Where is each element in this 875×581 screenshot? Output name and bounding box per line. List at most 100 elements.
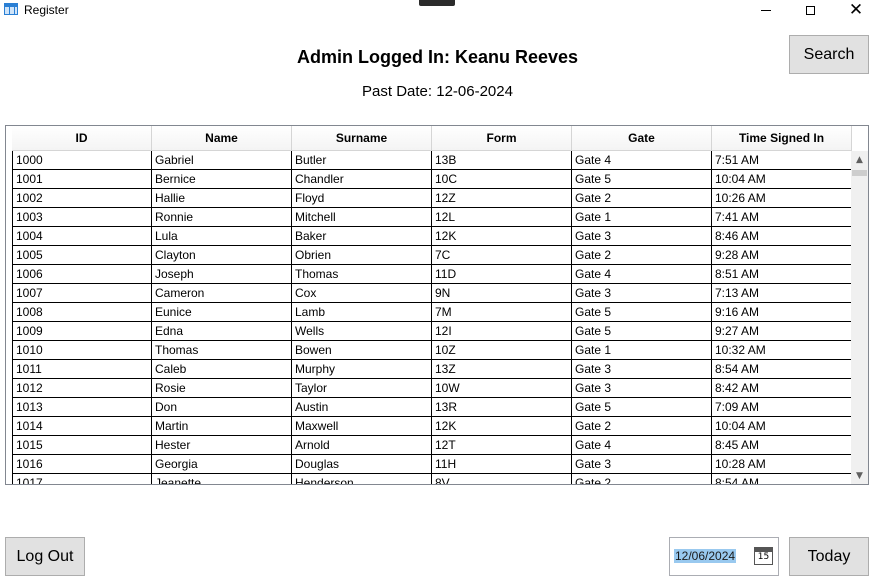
- cell-form[interactable]: 10W: [432, 379, 572, 398]
- cell-id[interactable]: 1015: [12, 436, 152, 455]
- cell-surname[interactable]: Douglas: [292, 455, 432, 474]
- cell-form[interactable]: 11H: [432, 455, 572, 474]
- table-row[interactable]: 1010 Thomas Bowen 10Z Gate 1 10:32 AM: [12, 341, 852, 360]
- cell-time-signed-in[interactable]: 8:54 AM: [712, 474, 852, 484]
- cell-id[interactable]: 1005: [12, 246, 152, 265]
- cell-surname[interactable]: Arnold: [292, 436, 432, 455]
- cell-form[interactable]: 12L: [432, 208, 572, 227]
- cell-gate[interactable]: Gate 3: [572, 455, 712, 474]
- register-grid[interactable]: ID Name Surname Form Gate Time Signed In 1000…: [5, 125, 869, 485]
- cell-surname[interactable]: Thomas: [292, 265, 432, 284]
- cell-surname[interactable]: Taylor: [292, 379, 432, 398]
- cell-time-signed-in[interactable]: 7:13 AM: [712, 284, 852, 303]
- cell-name[interactable]: Joseph: [152, 265, 292, 284]
- cell-id[interactable]: 1006: [12, 265, 152, 284]
- date-picker[interactable]: 12/06/2024 15: [669, 537, 779, 576]
- cell-form[interactable]: 10C: [432, 170, 572, 189]
- cell-id[interactable]: 1002: [12, 189, 152, 208]
- search-button[interactable]: Search: [789, 35, 869, 74]
- cell-name[interactable]: Don: [152, 398, 292, 417]
- cell-id[interactable]: 1003: [12, 208, 152, 227]
- cell-name[interactable]: Caleb: [152, 360, 292, 379]
- cell-gate[interactable]: Gate 3: [572, 227, 712, 246]
- table-row[interactable]: 1013 Don Austin 13R Gate 5 7:09 AM: [12, 398, 852, 417]
- cell-name[interactable]: Georgia: [152, 455, 292, 474]
- cell-form[interactable]: 9N: [432, 284, 572, 303]
- table-row[interactable]: 1002 Hallie Floyd 12Z Gate 2 10:26 AM: [12, 189, 852, 208]
- cell-form[interactable]: 12Z: [432, 189, 572, 208]
- cell-id[interactable]: 1009: [12, 322, 152, 341]
- cell-id[interactable]: 1017: [12, 474, 152, 484]
- cell-name[interactable]: Lula: [152, 227, 292, 246]
- cell-form[interactable]: 12I: [432, 322, 572, 341]
- table-row[interactable]: 1015 Hester Arnold 12T Gate 4 8:45 AM: [12, 436, 852, 455]
- cell-time-signed-in[interactable]: 10:04 AM: [712, 170, 852, 189]
- table-row[interactable]: 1008 Eunice Lamb 7M Gate 5 9:16 AM: [12, 303, 852, 322]
- cell-surname[interactable]: Mitchell: [292, 208, 432, 227]
- cell-surname[interactable]: Bowen: [292, 341, 432, 360]
- cell-time-signed-in[interactable]: 8:51 AM: [712, 265, 852, 284]
- cell-surname[interactable]: Obrien: [292, 246, 432, 265]
- table-row[interactable]: 1003 Ronnie Mitchell 12L Gate 1 7:41 AM: [12, 208, 852, 227]
- date-picker-value[interactable]: 12/06/2024: [674, 549, 737, 563]
- cell-gate[interactable]: Gate 3: [572, 360, 712, 379]
- scroll-up-arrow-icon[interactable]: ▲: [856, 154, 863, 165]
- cell-surname[interactable]: Austin: [292, 398, 432, 417]
- cell-time-signed-in[interactable]: 7:09 AM: [712, 398, 852, 417]
- cell-name[interactable]: Hester: [152, 436, 292, 455]
- cell-form[interactable]: 11D: [432, 265, 572, 284]
- cell-gate[interactable]: Gate 2: [572, 189, 712, 208]
- cell-gate[interactable]: Gate 1: [572, 208, 712, 227]
- cell-surname[interactable]: Floyd: [292, 189, 432, 208]
- cell-id[interactable]: 1013: [12, 398, 152, 417]
- column-header-name[interactable]: Name: [152, 126, 292, 151]
- cell-id[interactable]: 1010: [12, 341, 152, 360]
- cell-form[interactable]: 10Z: [432, 341, 572, 360]
- logout-button[interactable]: Log Out: [5, 537, 85, 576]
- cell-form[interactable]: 7M: [432, 303, 572, 322]
- cell-time-signed-in[interactable]: 10:04 AM: [712, 417, 852, 436]
- cell-gate[interactable]: Gate 2: [572, 474, 712, 484]
- cell-name[interactable]: Rosie: [152, 379, 292, 398]
- cell-form[interactable]: 13Z: [432, 360, 572, 379]
- cell-surname[interactable]: Murphy: [292, 360, 432, 379]
- cell-name[interactable]: Bernice: [152, 170, 292, 189]
- table-row[interactable]: 1000 Gabriel Butler 13B Gate 4 7:51 AM: [12, 151, 852, 170]
- cell-gate[interactable]: Gate 2: [572, 246, 712, 265]
- cell-id[interactable]: 1012: [12, 379, 152, 398]
- cell-gate[interactable]: Gate 5: [572, 322, 712, 341]
- cell-name[interactable]: Eunice: [152, 303, 292, 322]
- calendar-icon[interactable]: 15: [754, 547, 773, 565]
- close-button[interactable]: ✕: [836, 0, 875, 20]
- cell-name[interactable]: Martin: [152, 417, 292, 436]
- column-header-form[interactable]: Form: [432, 126, 572, 151]
- cell-time-signed-in[interactable]: 7:41 AM: [712, 208, 852, 227]
- cell-gate[interactable]: Gate 4: [572, 151, 712, 170]
- cell-surname[interactable]: Cox: [292, 284, 432, 303]
- cell-gate[interactable]: Gate 4: [572, 265, 712, 284]
- cell-name[interactable]: Thomas: [152, 341, 292, 360]
- table-row[interactable]: 1011 Caleb Murphy 13Z Gate 3 8:54 AM: [12, 360, 852, 379]
- cell-form[interactable]: 8V: [432, 474, 572, 484]
- cell-form[interactable]: 13R: [432, 398, 572, 417]
- cell-gate[interactable]: Gate 2: [572, 417, 712, 436]
- cell-name[interactable]: Clayton: [152, 246, 292, 265]
- scroll-down-arrow-icon[interactable]: ▼: [856, 470, 863, 481]
- cell-form[interactable]: 12K: [432, 417, 572, 436]
- cell-gate[interactable]: Gate 5: [572, 170, 712, 189]
- cell-name[interactable]: Gabriel: [152, 151, 292, 170]
- cell-gate[interactable]: Gate 1: [572, 341, 712, 360]
- table-row[interactable]: 1001 Bernice Chandler 10C Gate 5 10:04 AM: [12, 170, 852, 189]
- cell-time-signed-in[interactable]: 10:26 AM: [712, 189, 852, 208]
- cell-surname[interactable]: Chandler: [292, 170, 432, 189]
- cell-form[interactable]: 13B: [432, 151, 572, 170]
- cell-gate[interactable]: Gate 5: [572, 303, 712, 322]
- column-header-gate[interactable]: Gate: [572, 126, 712, 151]
- cell-time-signed-in[interactable]: 10:32 AM: [712, 341, 852, 360]
- column-header-id[interactable]: ID: [12, 126, 152, 151]
- table-row[interactable]: 1016 Georgia Douglas 11H Gate 3 10:28 AM: [12, 455, 852, 474]
- cell-form[interactable]: 7C: [432, 246, 572, 265]
- table-row[interactable]: 1004 Lula Baker 12K Gate 3 8:46 AM: [12, 227, 852, 246]
- cell-time-signed-in[interactable]: 8:42 AM: [712, 379, 852, 398]
- cell-time-signed-in[interactable]: 9:27 AM: [712, 322, 852, 341]
